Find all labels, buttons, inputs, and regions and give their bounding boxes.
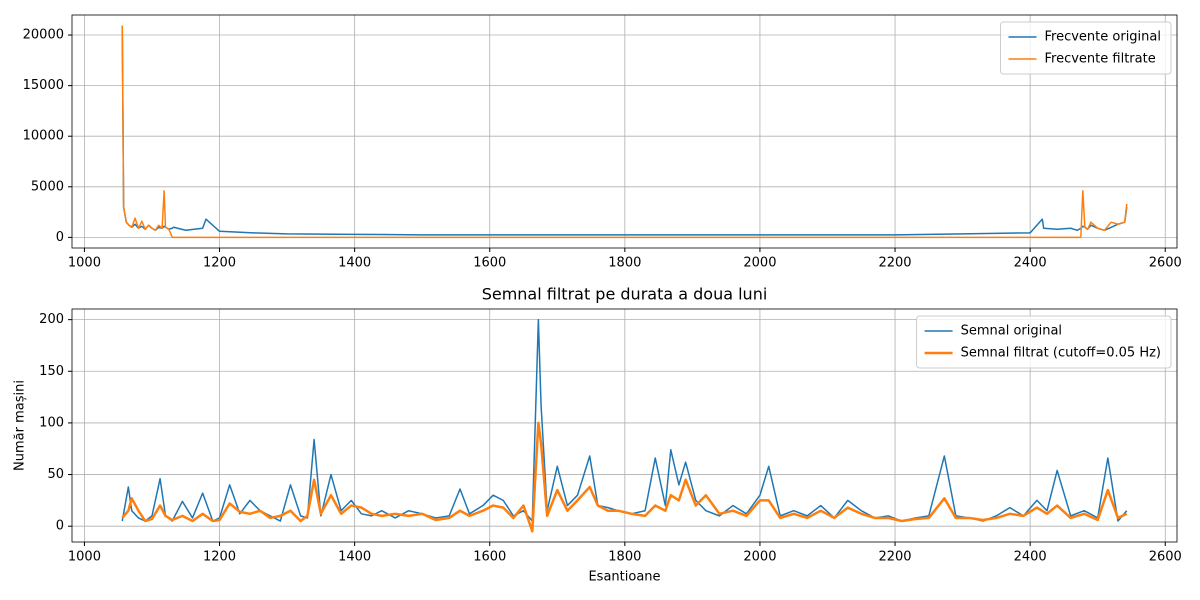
x-axis-label: Esantioane: [588, 570, 660, 585]
y-tick-label: 100: [39, 415, 64, 430]
x-tick-label: 1600: [473, 256, 506, 271]
axes-frame: [71, 308, 1178, 543]
y-tick-label: 50: [47, 467, 64, 482]
axes-frame: [71, 14, 1178, 249]
x-tick-label: 2200: [878, 550, 911, 565]
x-tick-label: 1600: [473, 550, 506, 565]
x-tick-label: 2000: [743, 256, 776, 271]
series-line: [121, 421, 1128, 533]
series-line: [121, 25, 1128, 239]
y-tick-label: 10000: [23, 129, 64, 144]
y-tick-label: 20000: [23, 28, 64, 43]
y-tick-label: 5000: [31, 179, 64, 194]
x-tick-label: 1000: [68, 550, 101, 565]
x-tick-label: 1400: [338, 550, 371, 565]
x-tick-label: 1000: [68, 256, 101, 271]
y-tick-label: 0: [56, 230, 64, 245]
x-tick-label: 1400: [338, 256, 371, 271]
x-tick-label: 1200: [203, 256, 236, 271]
legend-box: [916, 315, 1172, 369]
x-tick-label: 2600: [1149, 550, 1182, 565]
legend-box: [1000, 21, 1172, 75]
x-tick-label: 1200: [203, 550, 236, 565]
y-tick-label: 200: [39, 312, 64, 327]
legend-label: Semnal filtrat (cutoff=0.05 Hz): [961, 346, 1161, 361]
y-tick-label: 150: [39, 364, 64, 379]
legend-label: Frecvente filtrate: [1045, 52, 1156, 67]
legend: Frecvente original Frecvente filtrate: [1000, 21, 1172, 75]
y-axis-label: Număr mașini: [13, 380, 28, 471]
x-tick-label: 2200: [878, 256, 911, 271]
series-line: [121, 318, 1128, 522]
legend-label: Frecvente original: [1045, 30, 1162, 45]
x-tick-label: 2600: [1149, 256, 1182, 271]
chart-title: Semnal filtrat pe durata a doua luni: [482, 285, 768, 304]
x-tick-label: 2400: [1014, 256, 1047, 271]
legend-label: Semnal original: [961, 324, 1062, 339]
x-tick-label: 1800: [608, 550, 641, 565]
y-tick-label: 15000: [23, 78, 64, 93]
x-tick-label: 2400: [1014, 550, 1047, 565]
y-tick-label: 0: [56, 519, 64, 534]
legend: Semnal original Semnal filtrat (cutoff=0.…: [916, 315, 1172, 369]
x-tick-label: 1800: [608, 256, 641, 271]
x-tick-label: 2000: [743, 550, 776, 565]
